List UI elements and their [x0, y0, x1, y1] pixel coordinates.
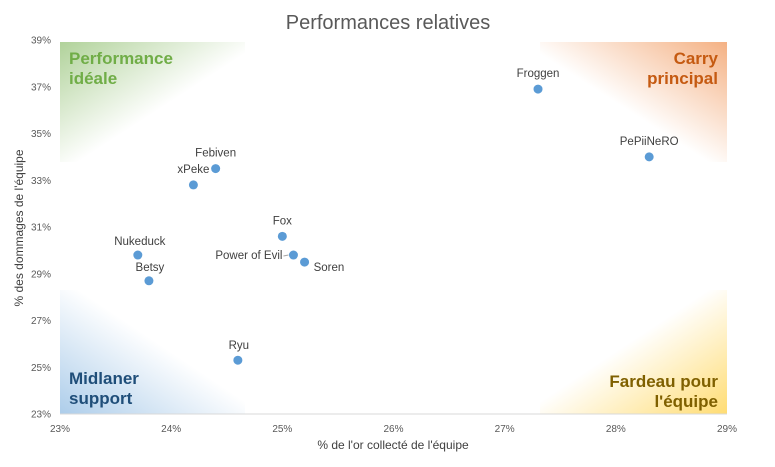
data-point-label: Power of Evil — [215, 250, 282, 262]
corner-label-bottom-left: support — [69, 389, 133, 408]
y-tick-label: 39% — [31, 36, 51, 47]
y-tick-label: 35% — [31, 129, 51, 140]
chart-title: Performances relatives — [286, 12, 491, 34]
data-points — [133, 84, 654, 365]
data-point — [277, 231, 287, 241]
data-point-label: Febiven — [195, 148, 236, 160]
x-tick-labels: 23% 24% 25% 26% 27% 28% 29% — [50, 424, 737, 435]
x-tick-label: 25% — [272, 424, 292, 435]
data-point-label: Betsy — [136, 262, 165, 274]
corner-backgrounds — [60, 42, 727, 414]
corner-bg-bottom-right — [540, 290, 727, 414]
y-axis-title: % des dommages de l'équipe — [12, 149, 26, 306]
data-point — [133, 250, 143, 260]
data-point-labels: Froggen PePiiNeRO Febiven xPeke Fox Power of … — [114, 68, 678, 352]
y-tick-label: 23% — [31, 410, 51, 421]
corner-bg-bottom-left — [60, 290, 245, 414]
y-tick-label: 33% — [31, 176, 51, 187]
data-point-label: Soren — [314, 262, 345, 274]
y-tick-labels: 23% 25% 27% 29% 31% 33% 35% 37% 39% — [31, 36, 51, 421]
corner-label-top-left: idéale — [69, 69, 117, 88]
x-axis-title: % de l'or collecté de l'équipe — [317, 438, 469, 452]
data-point — [188, 180, 198, 190]
corner-label-top-right: Carry — [674, 49, 719, 68]
corner-label-bottom-right: Fardeau pour — [609, 372, 718, 391]
x-tick-label: 23% — [50, 424, 70, 435]
x-tick-label: 28% — [606, 424, 626, 435]
data-point — [144, 276, 154, 286]
x-tick-label: 24% — [161, 424, 181, 435]
leader-line — [283, 254, 289, 257]
data-point — [644, 152, 654, 162]
corner-label-bottom-right: l'équipe — [654, 392, 718, 411]
data-point — [288, 250, 298, 260]
y-tick-label: 31% — [31, 223, 51, 234]
data-point-label: Nukeduck — [114, 236, 165, 248]
data-point — [211, 164, 221, 174]
data-point-label: xPeke — [177, 164, 209, 176]
corner-label-bottom-left: Midlaner — [69, 369, 139, 388]
y-tick-label: 37% — [31, 82, 51, 93]
data-point — [300, 257, 310, 267]
y-tick-label: 29% — [31, 269, 51, 280]
data-point-label: Fox — [273, 215, 292, 227]
data-point-label: PePiiNeRO — [620, 136, 679, 148]
corner-bg-top-right — [540, 42, 727, 162]
x-tick-label: 29% — [717, 424, 737, 435]
data-point — [533, 84, 543, 94]
y-tick-label: 25% — [31, 363, 51, 374]
data-point-label: Froggen — [517, 68, 560, 80]
x-tick-label: 27% — [495, 424, 515, 435]
corner-label-top-right: principal — [647, 69, 718, 88]
corner-bg-top-left — [60, 42, 245, 162]
y-tick-label: 27% — [31, 316, 51, 327]
data-point — [233, 355, 243, 365]
data-point-label: Ryu — [229, 340, 249, 352]
corner-label-top-left: Performance — [69, 49, 173, 68]
x-tick-label: 26% — [383, 424, 403, 435]
